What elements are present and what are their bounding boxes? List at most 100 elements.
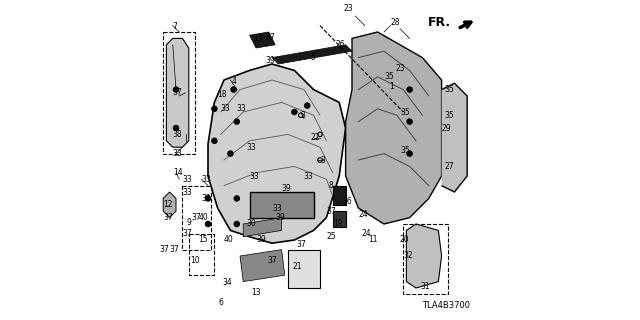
Text: 33: 33 (246, 143, 256, 152)
Circle shape (205, 221, 211, 227)
Text: 30: 30 (246, 220, 256, 228)
PathPatch shape (163, 192, 176, 218)
Text: FR.: FR. (428, 16, 451, 29)
Text: 21: 21 (293, 262, 302, 271)
Text: 33: 33 (173, 149, 182, 158)
Text: 37: 37 (170, 245, 179, 254)
Bar (288, 250, 320, 288)
PathPatch shape (346, 32, 442, 224)
PathPatch shape (240, 250, 285, 282)
Text: 3: 3 (320, 156, 325, 164)
Circle shape (231, 87, 236, 92)
Text: 19: 19 (333, 220, 342, 228)
Text: 37: 37 (296, 240, 306, 249)
Text: 35: 35 (400, 108, 410, 116)
Text: 38: 38 (173, 130, 182, 139)
Text: 32: 32 (403, 252, 413, 260)
Circle shape (305, 103, 310, 108)
Text: 15: 15 (198, 236, 208, 244)
Text: 9: 9 (186, 218, 191, 227)
PathPatch shape (208, 64, 346, 243)
Text: 35: 35 (400, 146, 410, 155)
Circle shape (407, 151, 412, 156)
Text: 22: 22 (310, 133, 320, 142)
Text: 37: 37 (267, 256, 277, 265)
Text: 36: 36 (342, 197, 352, 206)
Text: 39: 39 (282, 184, 291, 193)
Text: 27: 27 (445, 162, 454, 171)
PathPatch shape (250, 32, 275, 48)
Text: 33: 33 (272, 204, 282, 212)
Text: 31: 31 (420, 282, 431, 291)
Circle shape (212, 106, 217, 111)
Text: 35: 35 (384, 72, 394, 81)
Text: 33: 33 (202, 194, 211, 203)
Text: 11: 11 (368, 236, 378, 244)
Text: 25: 25 (326, 232, 336, 241)
Text: 34: 34 (222, 278, 232, 287)
Circle shape (407, 87, 412, 92)
Text: 17: 17 (253, 34, 262, 43)
Circle shape (228, 151, 233, 156)
Text: 39: 39 (256, 236, 266, 244)
Text: 37: 37 (326, 207, 336, 216)
Text: 13: 13 (251, 288, 261, 297)
Text: 6: 6 (218, 298, 223, 307)
Text: 1: 1 (389, 82, 394, 91)
Text: 33: 33 (237, 104, 246, 113)
Circle shape (234, 221, 239, 227)
Text: 3: 3 (301, 111, 306, 120)
PathPatch shape (442, 83, 467, 192)
Circle shape (234, 119, 239, 124)
Text: 33: 33 (221, 104, 230, 113)
Circle shape (205, 196, 211, 201)
Text: 26: 26 (336, 40, 346, 49)
Text: 29: 29 (442, 124, 451, 132)
PathPatch shape (166, 38, 189, 147)
Bar (250, 192, 314, 218)
Text: TLA4B3700: TLA4B3700 (422, 301, 470, 310)
Text: 24: 24 (362, 229, 371, 238)
Text: 37: 37 (160, 245, 170, 254)
Text: 33: 33 (250, 172, 259, 180)
Text: 5: 5 (310, 53, 316, 62)
PathPatch shape (272, 45, 352, 64)
Bar (189, 234, 214, 275)
Text: 37: 37 (266, 33, 275, 42)
Text: 39: 39 (275, 213, 285, 222)
Text: 37: 37 (163, 213, 173, 222)
PathPatch shape (406, 224, 442, 288)
Text: 28: 28 (390, 18, 400, 27)
Bar (403, 224, 448, 294)
Text: 40: 40 (224, 236, 234, 244)
Bar (163, 32, 195, 154)
Text: 33: 33 (182, 175, 192, 184)
Text: 8: 8 (328, 181, 333, 190)
Text: 39: 39 (266, 56, 275, 65)
Circle shape (292, 109, 297, 115)
Text: 23: 23 (344, 4, 354, 13)
Text: 4: 4 (231, 77, 236, 86)
Circle shape (407, 119, 412, 124)
Text: 23: 23 (395, 64, 405, 73)
Text: 35: 35 (445, 85, 454, 94)
Circle shape (173, 125, 179, 131)
Text: 37: 37 (192, 213, 202, 222)
Text: 37: 37 (173, 88, 182, 97)
Text: 40: 40 (198, 213, 208, 222)
Text: 12: 12 (163, 200, 173, 209)
Circle shape (234, 196, 239, 201)
Text: 35: 35 (445, 111, 454, 120)
Circle shape (212, 138, 217, 143)
Bar (333, 186, 346, 205)
Text: 37: 37 (182, 229, 192, 238)
Bar (182, 186, 211, 250)
Text: 14: 14 (173, 168, 182, 177)
Text: 33: 33 (304, 172, 314, 180)
Bar (333, 211, 346, 227)
Text: 20: 20 (400, 236, 410, 244)
Circle shape (173, 87, 179, 92)
Text: 18: 18 (218, 90, 227, 99)
Text: 10: 10 (190, 256, 200, 265)
Text: 33: 33 (202, 175, 211, 184)
